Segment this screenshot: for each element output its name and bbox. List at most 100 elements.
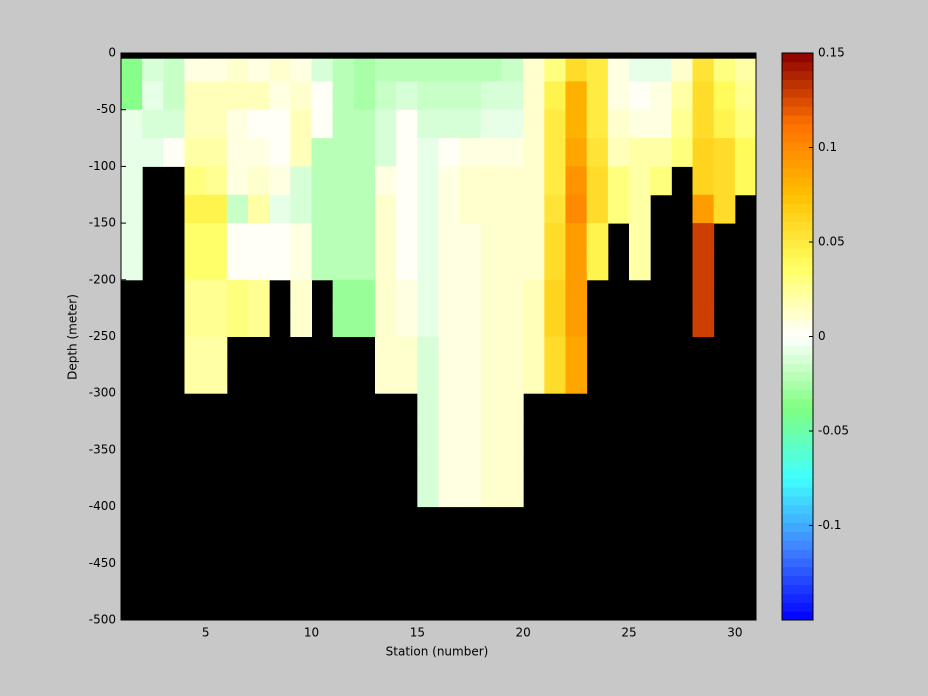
heatmap-cell xyxy=(438,449,461,479)
x-tick-label: 15 xyxy=(410,626,425,640)
heatmap-cell xyxy=(438,393,461,423)
heatmap-cell xyxy=(734,138,757,167)
heatmap-cell xyxy=(544,364,566,394)
x-axis-label: Station (number) xyxy=(386,645,489,659)
heatmap-cell xyxy=(607,138,630,167)
heatmap-cell xyxy=(459,308,482,337)
heatmap-cell xyxy=(184,336,207,366)
heatmap-cell xyxy=(353,279,376,309)
colorbar-tick-label: 0.05 xyxy=(818,235,845,249)
heatmap-cell xyxy=(142,138,164,167)
colorbar-swatch xyxy=(782,425,813,435)
heatmap-cell xyxy=(629,81,651,111)
colorbar-swatch xyxy=(782,398,813,408)
heatmap-cell xyxy=(311,194,334,224)
heatmap-cell xyxy=(396,138,418,167)
heatmap-cell xyxy=(480,279,503,309)
heatmap-cell xyxy=(671,109,693,139)
heatmap-cell xyxy=(544,166,566,196)
heatmap-cell xyxy=(607,194,630,224)
colorbar-swatch xyxy=(782,150,813,160)
heatmap-cell xyxy=(290,223,312,252)
heatmap-cell xyxy=(121,166,143,196)
heatmap-cell xyxy=(332,251,355,281)
colorbar-swatch xyxy=(782,115,813,125)
heatmap-cell xyxy=(565,138,588,167)
colorbar-swatch xyxy=(782,522,813,532)
heatmap-cell xyxy=(417,81,439,111)
heatmap-cell xyxy=(565,223,588,252)
heatmap-cell xyxy=(629,58,651,82)
heatmap-cell xyxy=(607,81,630,111)
heatmap-cell xyxy=(226,58,249,82)
heatmap-cell xyxy=(565,336,588,366)
colorbar-swatch xyxy=(782,478,813,488)
x-tick-label: 10 xyxy=(304,626,319,640)
heatmap-cell xyxy=(734,109,757,139)
heatmap-cell xyxy=(184,138,207,167)
heatmap-cell xyxy=(290,109,312,139)
heatmap-cell xyxy=(480,166,503,196)
heatmap-cell xyxy=(226,223,249,252)
heatmap-cell xyxy=(205,138,228,167)
heatmap-cell xyxy=(396,308,418,337)
heatmap-cell xyxy=(438,364,461,394)
heatmap-cell xyxy=(480,393,503,423)
heatmap-cell xyxy=(375,109,397,139)
heatmap-cell xyxy=(353,166,376,196)
colorbar-swatch xyxy=(782,451,813,462)
heatmap-cell xyxy=(248,58,270,82)
heatmap-cell xyxy=(480,138,503,167)
colorbar-swatch xyxy=(782,61,813,72)
heatmap-cell xyxy=(163,81,185,111)
heatmap-cell xyxy=(396,58,418,82)
heatmap-cell xyxy=(396,166,418,196)
colorbar-swatch xyxy=(782,593,813,603)
colorbar-swatch xyxy=(782,185,813,196)
heatmap-cell xyxy=(502,279,524,309)
colorbar-tick-label: 0.15 xyxy=(818,46,845,60)
x-tick-label: 5 xyxy=(202,626,210,640)
heatmap-cell xyxy=(311,109,334,139)
heatmap-cell xyxy=(565,364,588,394)
colorbar-swatch xyxy=(782,309,813,320)
heatmap-cell xyxy=(692,58,715,82)
colorbar-swatch xyxy=(782,487,813,497)
heatmap-cell xyxy=(502,478,524,508)
heatmap-cell xyxy=(226,109,249,139)
heatmap-cell xyxy=(544,223,566,252)
heatmap-cell xyxy=(184,166,207,196)
heatmap-cell xyxy=(417,364,439,394)
heatmap-cell xyxy=(544,279,566,309)
heatmap-cell xyxy=(586,166,609,196)
heatmap-cell xyxy=(205,336,228,366)
heatmap-cell xyxy=(650,109,672,139)
heatmap-cell xyxy=(692,81,715,111)
heatmap-cell xyxy=(586,223,609,252)
heatmap-cell xyxy=(417,449,439,479)
heatmap-cell xyxy=(459,194,482,224)
heatmap-cell xyxy=(734,58,757,82)
heatmap-cell xyxy=(205,251,228,281)
colorbar-swatch xyxy=(782,433,813,444)
heatmap-cell xyxy=(248,251,270,281)
colorbar-swatch xyxy=(782,549,813,559)
heatmap-cell xyxy=(248,194,270,224)
heatmap-cell xyxy=(375,336,397,366)
heatmap-cell xyxy=(629,251,651,281)
heatmap-cell xyxy=(459,251,482,281)
heatmap-cell xyxy=(248,138,270,167)
colorbar-swatch xyxy=(782,274,813,284)
heatmap-cell xyxy=(396,81,418,111)
colorbar-swatch xyxy=(782,611,813,621)
heatmap-cell xyxy=(459,421,482,451)
heatmap-cell xyxy=(417,251,439,281)
x-tick-label: 25 xyxy=(621,626,636,640)
heatmap-cell xyxy=(692,109,715,139)
colorbar-swatch xyxy=(782,239,813,249)
heatmap-cell xyxy=(375,166,397,196)
heatmap-cell xyxy=(142,109,164,139)
heatmap-cell xyxy=(502,421,524,451)
colorbar-swatch xyxy=(782,168,813,178)
heatmap-cell xyxy=(502,166,524,196)
